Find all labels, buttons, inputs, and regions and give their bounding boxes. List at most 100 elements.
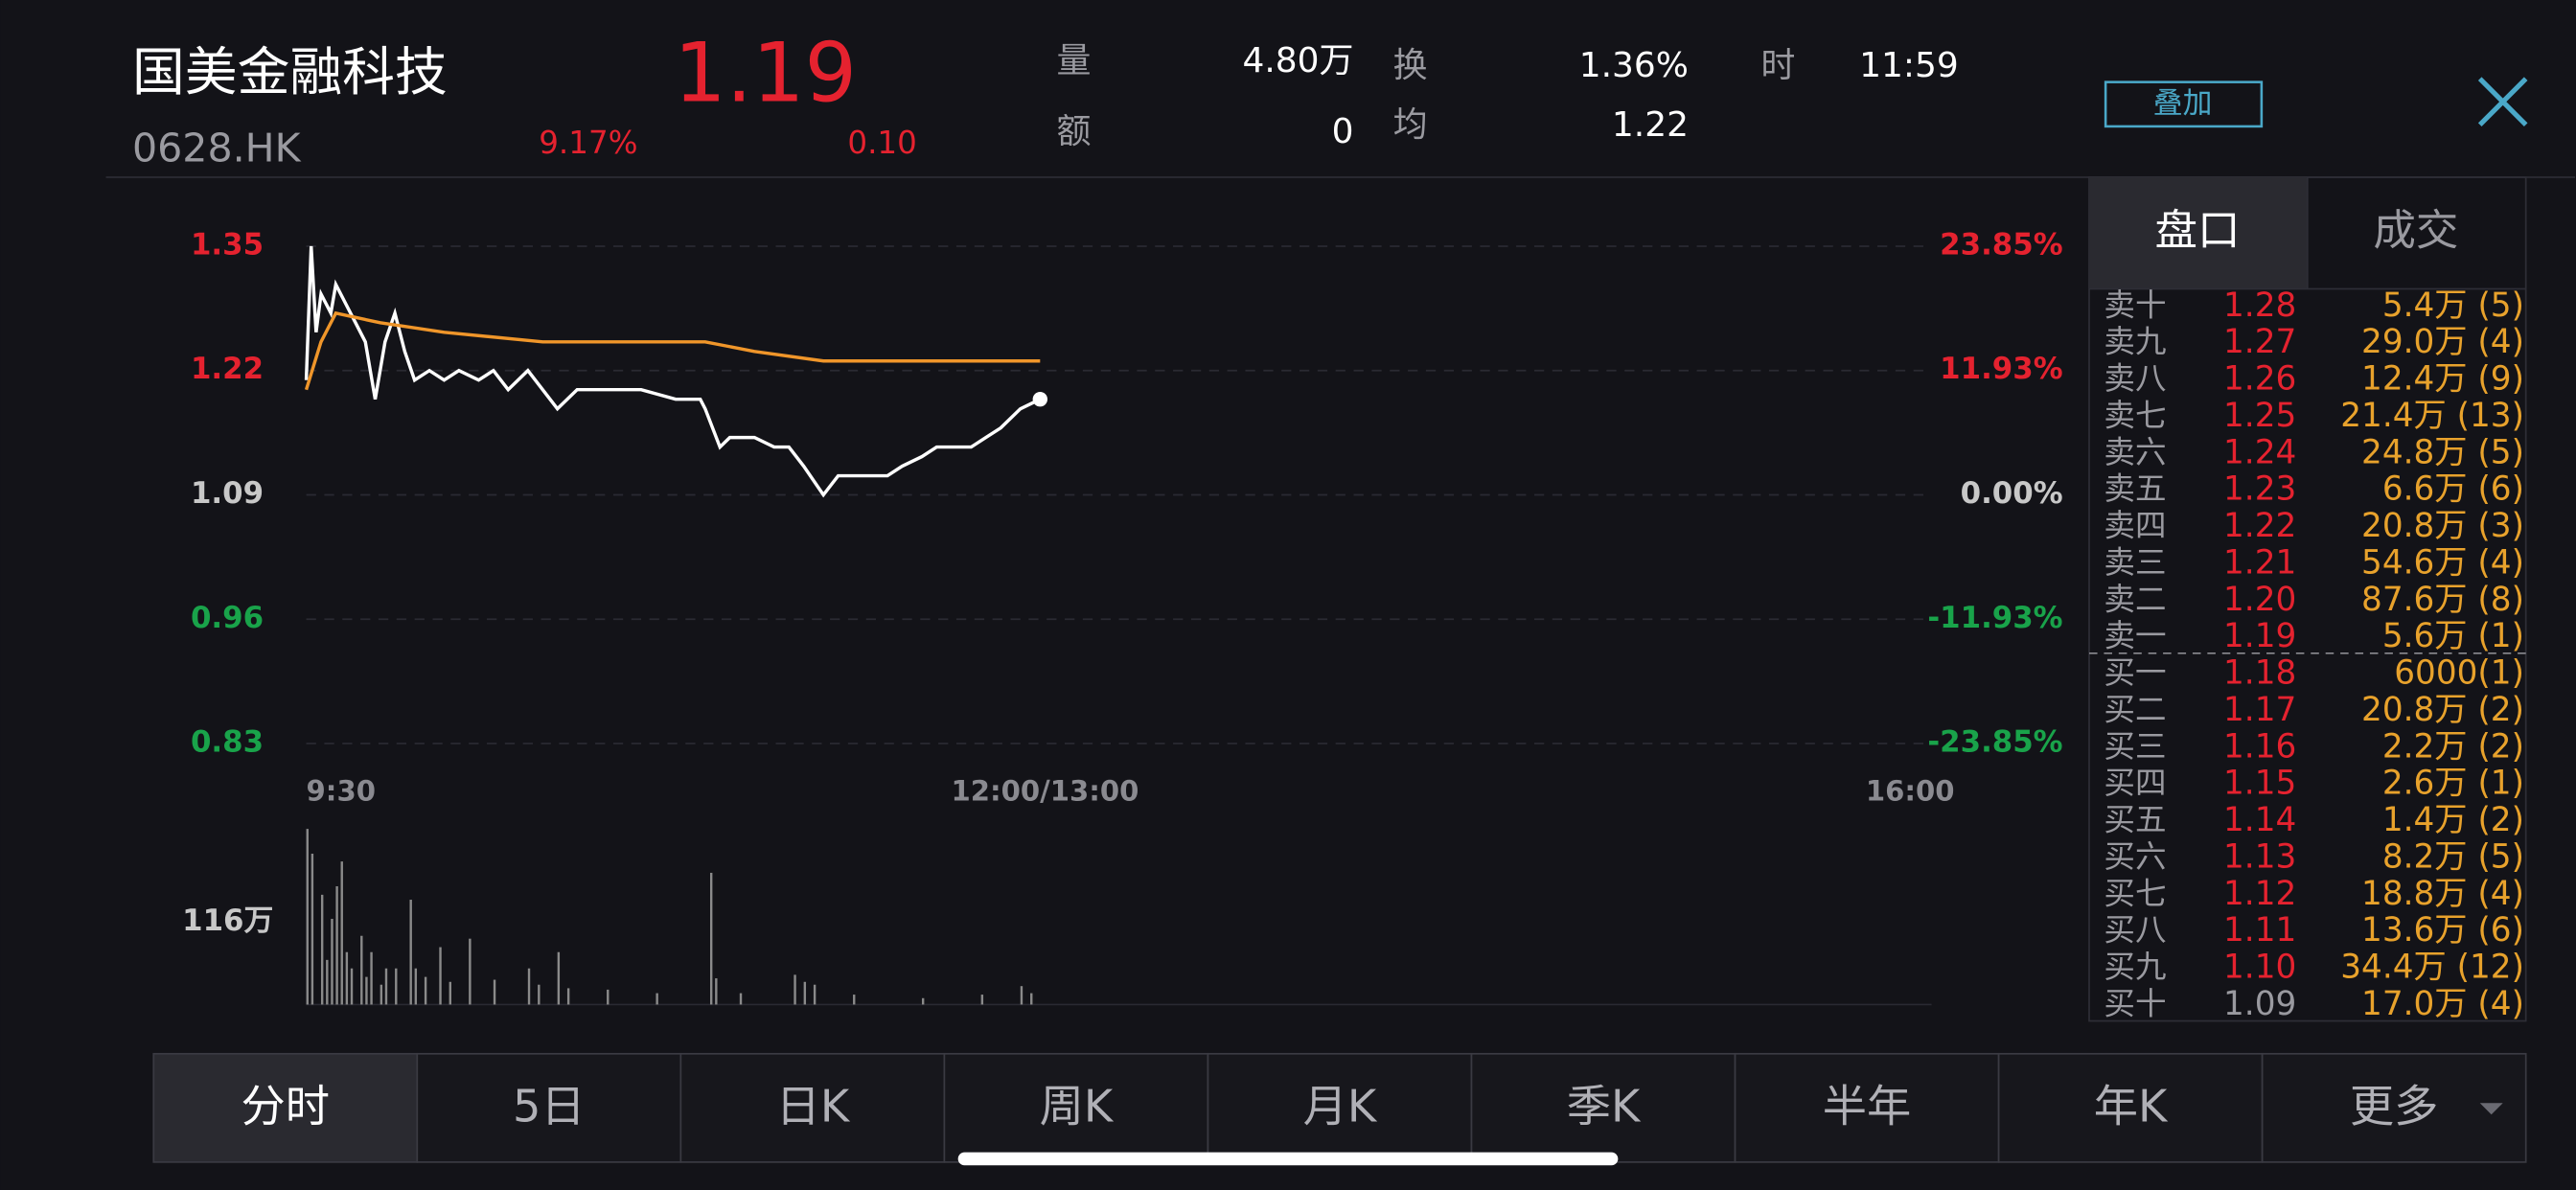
book-price: 1.26: [2223, 360, 2296, 399]
book-volume: 87.6万 (8): [2361, 581, 2524, 619]
volume-bar: [1020, 986, 1024, 1005]
stat-label: 均: [1393, 105, 1428, 145]
volume-bar: [384, 968, 388, 1005]
volume-bar: [469, 938, 472, 1005]
book-level: 买一: [2104, 654, 2166, 691]
volume-bar: [803, 981, 807, 1005]
stat-value: 0: [1332, 112, 1354, 151]
book-price: 1.13: [2223, 837, 2296, 876]
book-volume: 29.0万 (4): [2361, 323, 2524, 361]
book-volume: 5.6万 (1): [2382, 617, 2524, 655]
volume-bar: [310, 853, 314, 1005]
tab[interactable]: [1207, 1052, 1473, 1163]
book-volume: 6.6万 (6): [2382, 470, 2524, 509]
tab-label[interactable]: 5日: [513, 1081, 586, 1133]
volume-tick-label: 116万: [182, 904, 273, 938]
tab[interactable]: [2261, 1052, 2527, 1163]
tab[interactable]: [679, 1052, 946, 1163]
book-price: 1.28: [2223, 286, 2296, 325]
book-volume: 24.8万 (5): [2361, 433, 2524, 471]
volume-bar: [656, 993, 658, 1005]
change: 0.10: [847, 125, 916, 161]
tab-label[interactable]: 年K: [2094, 1081, 2169, 1133]
y-tick-label: 0.83: [191, 725, 264, 760]
book-price: 1.21: [2223, 543, 2296, 582]
book-price: 1.15: [2223, 765, 2296, 803]
book-tab[interactable]: 盘口: [2155, 205, 2241, 255]
tab-label[interactable]: 周K: [1040, 1081, 1115, 1133]
y-tick-label: 1.09: [191, 476, 264, 511]
volume-bar: [320, 894, 324, 1005]
tab-label[interactable]: 分时: [242, 1081, 331, 1133]
price: 1.19: [674, 26, 857, 122]
volume-bar: [340, 861, 343, 1005]
tab[interactable]: [1734, 1052, 2000, 1163]
stat-label: 换: [1393, 46, 1428, 85]
book-level: 卖七: [2104, 397, 2166, 433]
close-button[interactable]: [2477, 77, 2528, 127]
book-volume: 8.2万 (5): [2382, 837, 2524, 876]
book-volume: 6000(1): [2394, 654, 2524, 693]
book-level: 卖八: [2104, 360, 2166, 397]
book-price: 1.22: [2223, 507, 2296, 545]
volume-bar: [709, 872, 713, 1005]
book-volume: 2.2万 (2): [2382, 727, 2524, 766]
stat-value: 1.22: [1612, 105, 1689, 145]
book-volume: 12.4万 (9): [2361, 360, 2524, 399]
tab-label[interactable]: 日K: [776, 1081, 851, 1133]
volume-bar: [350, 968, 354, 1005]
tab[interactable]: [152, 1052, 419, 1163]
overlay-button[interactable]: [2104, 80, 2264, 128]
book-level: 卖六: [2104, 434, 2166, 470]
book-level: 卖十: [2104, 286, 2166, 323]
average-line: [304, 310, 1041, 391]
stat-value: 1.36%: [1579, 46, 1689, 85]
tab-label[interactable]: 季K: [1567, 1081, 1642, 1133]
book-level: 卖九: [2104, 324, 2166, 360]
y-tick-label: 0.96: [191, 601, 264, 635]
book-volume: 5.4万 (5): [2382, 286, 2524, 325]
book-level: 买九: [2104, 949, 2166, 985]
tab-label[interactable]: 月K: [1303, 1081, 1378, 1133]
book-volume: 17.0万 (4): [2361, 985, 2524, 1023]
volume-bar: [557, 951, 561, 1005]
volume-bar: [331, 918, 334, 1005]
volume-bar: [739, 993, 743, 1005]
volume-bar: [409, 900, 412, 1005]
x-tick-label: 12:00/13:00: [951, 774, 1138, 807]
tab[interactable]: [416, 1052, 682, 1163]
book-price: 1.18: [2223, 654, 2296, 693]
book-tab[interactable]: 成交: [2373, 205, 2458, 255]
book-price: 1.14: [2223, 801, 2296, 839]
book-level: 卖二: [2104, 581, 2166, 617]
book-level: 买二: [2104, 691, 2166, 727]
stat-value: 11:59: [1859, 46, 1959, 85]
book-price: 1.27: [2223, 323, 2296, 361]
x-tick-label: 9:30: [307, 774, 376, 807]
last-price-dot: [1032, 391, 1048, 407]
volume-bar: [921, 997, 925, 1005]
y2-tick-label: -23.85%: [1927, 725, 2062, 760]
tab[interactable]: [1997, 1052, 2264, 1163]
volume-bar: [980, 995, 984, 1005]
tab-label[interactable]: 更多: [2350, 1081, 2439, 1133]
volume-bar: [395, 968, 398, 1005]
y2-tick-label: 11.93%: [1940, 352, 2062, 386]
book-price: 1.11: [2223, 911, 2296, 950]
overlay-label[interactable]: 叠加: [2153, 86, 2213, 121]
volume-bar: [794, 974, 796, 1005]
book-level: 买三: [2104, 728, 2166, 765]
book-level: 卖三: [2104, 544, 2166, 581]
book-level: 卖四: [2104, 508, 2166, 544]
book-price: 1.09: [2223, 985, 2296, 1023]
y-tick-label: 1.35: [191, 227, 264, 262]
volume-bar: [566, 988, 570, 1005]
book-volume: 18.8万 (4): [2361, 875, 2524, 913]
dropdown-arrow[interactable]: [2479, 1103, 2503, 1115]
y2-tick-label: 23.85%: [1940, 227, 2062, 262]
book-price: 1.20: [2223, 581, 2296, 619]
book-volume: 21.4万 (13): [2340, 397, 2524, 435]
tab-label[interactable]: 半年: [1823, 1081, 1912, 1133]
volume-bar: [380, 984, 383, 1005]
